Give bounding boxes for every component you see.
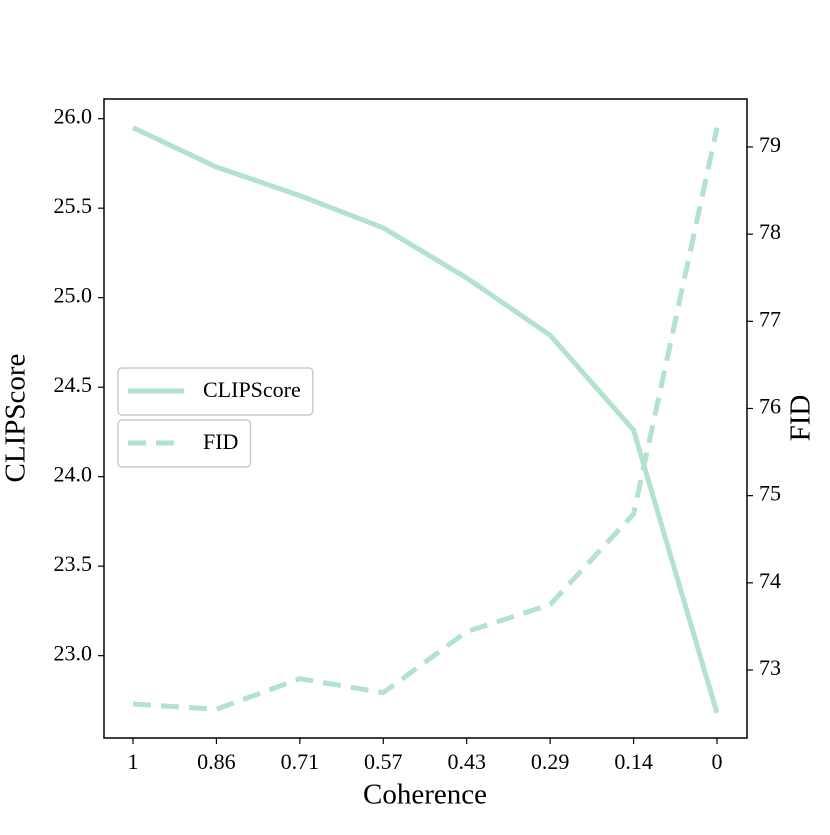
line-series (131, 125, 720, 714)
legend-box (117, 419, 252, 468)
y-tick-label: 25.5 (54, 193, 93, 218)
y2-tick-label: 75 (759, 481, 781, 506)
y-tick-label: 26.0 (54, 104, 93, 129)
y2-tick-label: 74 (759, 568, 781, 593)
y2-tick-label: 73 (759, 655, 781, 680)
x-tick-label: 0.14 (614, 749, 653, 774)
legend-label: FID (203, 429, 238, 454)
line-series (132, 127, 720, 712)
x-axis-label: Coherence (363, 779, 487, 811)
y2-tick-label: 78 (759, 219, 781, 244)
x-tick-label: 0.71 (281, 749, 320, 774)
y2-tick-label: 79 (759, 132, 781, 157)
x-tick-label: 0 (712, 749, 723, 774)
plot-frame (103, 98, 748, 739)
y-tick-label: 25.0 (54, 283, 93, 308)
y-tick-label: 24.5 (54, 372, 93, 397)
legend-label: CLIPScore (203, 377, 301, 402)
y-tick-label: 23.5 (54, 551, 93, 576)
x-tick-label: 0.29 (531, 749, 570, 774)
y2-axis-label: FID (785, 395, 817, 442)
y2-tick-label: 77 (759, 306, 781, 331)
x-tick-label: 1 (128, 749, 139, 774)
y-tick-label: 23.0 (54, 641, 93, 666)
legend-box (117, 367, 314, 416)
x-tick-label: 0.43 (447, 749, 486, 774)
y-axis-label: CLIPScore (0, 354, 32, 483)
y-tick-label: 24.0 (54, 462, 93, 487)
x-tick-label: 0.86 (197, 749, 236, 774)
x-tick-label: 0.57 (364, 749, 403, 774)
y2-tick-label: 76 (759, 394, 781, 419)
